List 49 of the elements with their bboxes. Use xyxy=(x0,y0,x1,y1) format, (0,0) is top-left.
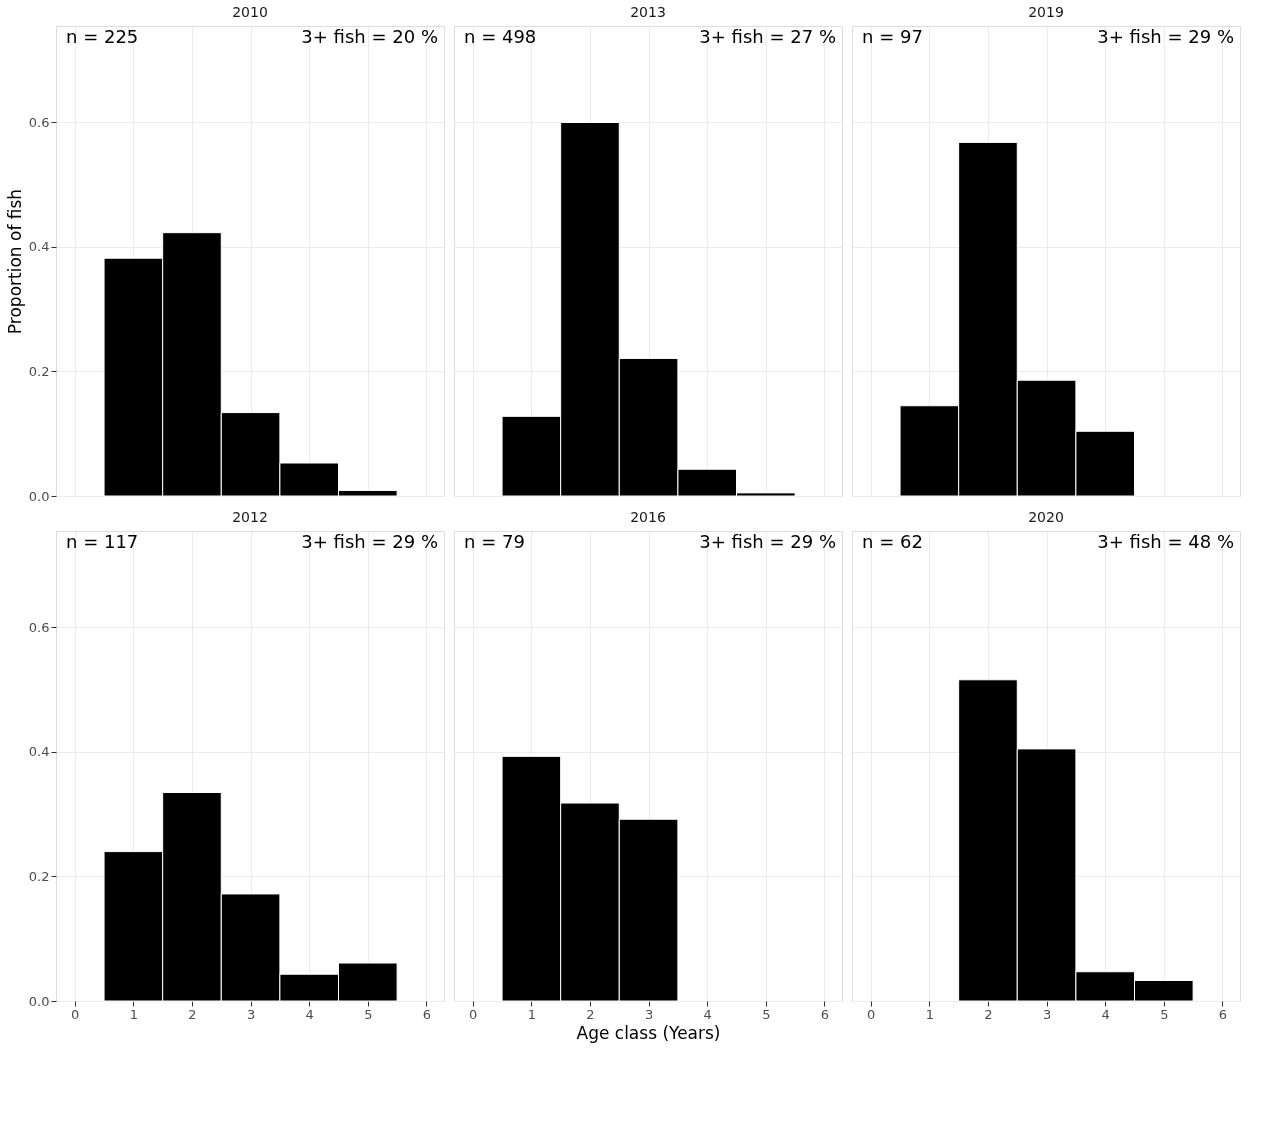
annotation: n = 62 xyxy=(862,531,923,552)
annotation: n = 97 xyxy=(862,26,923,47)
annotation: 3+ fish = 29 % xyxy=(301,531,438,552)
chart-title: 2010 xyxy=(232,4,268,20)
y-axis-title: Proportion of fish xyxy=(4,188,25,335)
y-tick-label: 0.0 xyxy=(28,488,50,504)
y-tick-label: 0.0 xyxy=(28,993,50,1009)
annotation: 3+ fish = 20 % xyxy=(301,26,438,47)
annotation: 3+ fish = 29 % xyxy=(1097,26,1234,47)
y-tick-label: 0.4 xyxy=(28,744,50,760)
chart-title: 2020 xyxy=(1028,509,1064,525)
x-tick-label: 5 xyxy=(1160,1006,1169,1022)
x-tick-label: 3 xyxy=(1042,1006,1052,1022)
x-tick-label: 3 xyxy=(644,1006,654,1022)
chart-title: 2016 xyxy=(630,509,666,525)
x-tick-label: 1 xyxy=(129,1006,139,1022)
x-tick-label: 0 xyxy=(71,1006,80,1022)
y-tick-label: 0.4 xyxy=(28,239,50,255)
annotation: n = 117 xyxy=(66,531,139,552)
x-tick-label: 6 xyxy=(820,1006,830,1022)
x-tick-label: 6 xyxy=(422,1006,432,1022)
annotation: n = 498 xyxy=(464,26,537,47)
y-tick-label: 0.2 xyxy=(28,364,50,379)
chart-title: 2019 xyxy=(1028,4,1064,20)
annotation: 3+ fish = 27 % xyxy=(699,26,836,47)
annotation: n = 225 xyxy=(66,26,139,47)
annotation: 3+ fish = 48 % xyxy=(1097,531,1234,552)
x-tick-label: 1 xyxy=(527,1006,537,1022)
x-tick-label: 3 xyxy=(246,1006,256,1022)
x-tick-label: 0 xyxy=(867,1006,876,1022)
y-tick-label: 0.6 xyxy=(28,114,50,130)
x-tick-label: 2 xyxy=(188,1006,197,1022)
x-tick-label: 4 xyxy=(1101,1006,1110,1022)
x-axis-title: Age class (Years) xyxy=(576,1022,721,1043)
x-tick-label: 5 xyxy=(364,1006,373,1022)
x-tick-label: 2 xyxy=(586,1006,595,1022)
x-tick-label: 5 xyxy=(762,1006,771,1022)
annotation: n = 79 xyxy=(464,531,525,552)
annotation: 3+ fish = 29 % xyxy=(699,531,836,552)
y-tick-label: 0.2 xyxy=(28,869,50,884)
x-tick-label: 4 xyxy=(703,1006,712,1022)
chart-title: 2013 xyxy=(630,4,666,20)
x-tick-label: 2 xyxy=(984,1006,993,1022)
chart-title: 2012 xyxy=(232,509,268,525)
y-tick-label: 0.6 xyxy=(28,619,50,635)
x-tick-label: 1 xyxy=(925,1006,935,1022)
x-tick-label: 6 xyxy=(1218,1006,1228,1022)
x-tick-label: 4 xyxy=(305,1006,314,1022)
x-tick-label: 0 xyxy=(469,1006,478,1022)
